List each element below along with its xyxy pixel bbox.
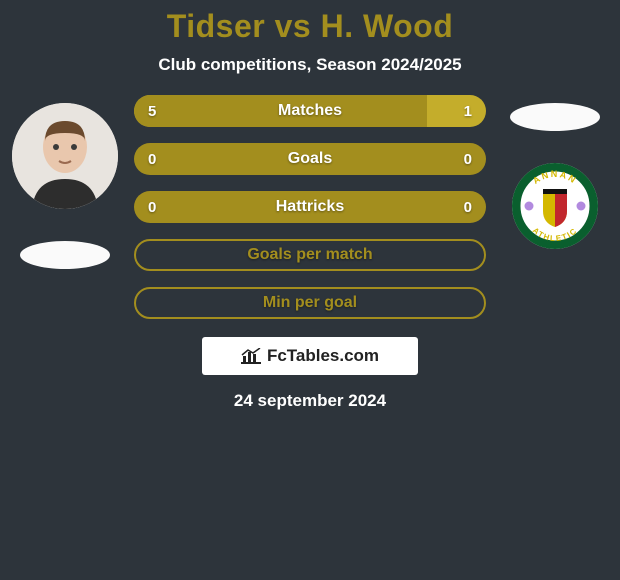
bar-label: Min per goal: [136, 294, 484, 312]
date-text: 24 september 2024: [0, 391, 620, 411]
subtitle: Club competitions, Season 2024/2025: [0, 55, 620, 75]
stat-bar-hattricks: 0Hattricks0: [134, 191, 486, 223]
person-avatar-icon: [12, 103, 118, 209]
club-logo-left: [20, 241, 110, 269]
stat-bar-matches: 5Matches1: [134, 95, 486, 127]
club-badge-icon: ANNAN ATHLETIC: [512, 163, 598, 249]
bar-label: Hattricks: [134, 198, 486, 216]
player-photo-left: [12, 103, 118, 209]
stat-bar-goals-per-match: Goals per match: [134, 239, 486, 271]
page-title: Tidser vs H. Wood: [0, 8, 620, 45]
branding-badge: FcTables.com: [202, 337, 418, 375]
left-player-col: [0, 95, 130, 269]
stat-bars: 5Matches10Goals00Hattricks0Goals per mat…: [130, 95, 490, 319]
branding-text: FcTables.com: [267, 346, 379, 366]
player-photo-right-placeholder: [510, 103, 600, 131]
bar-label: Goals per match: [136, 246, 484, 264]
bar-label: Goals: [134, 150, 486, 168]
club-logo-right: ANNAN ATHLETIC: [512, 163, 598, 249]
content-row: 5Matches10Goals00Hattricks0Goals per mat…: [0, 95, 620, 319]
stat-bar-goals: 0Goals0: [134, 143, 486, 175]
stat-bar-min-per-goal: Min per goal: [134, 287, 486, 319]
bar-chart-icon: [241, 348, 261, 364]
bar-value-right: 0: [464, 199, 472, 216]
bar-value-right: 0: [464, 151, 472, 168]
bar-label: Matches: [134, 102, 486, 120]
infographic-container: Tidser vs H. Wood Club competitions, Sea…: [0, 0, 620, 411]
right-player-col: ANNAN ATHLETIC: [490, 95, 620, 249]
bar-value-right: 1: [464, 103, 472, 120]
